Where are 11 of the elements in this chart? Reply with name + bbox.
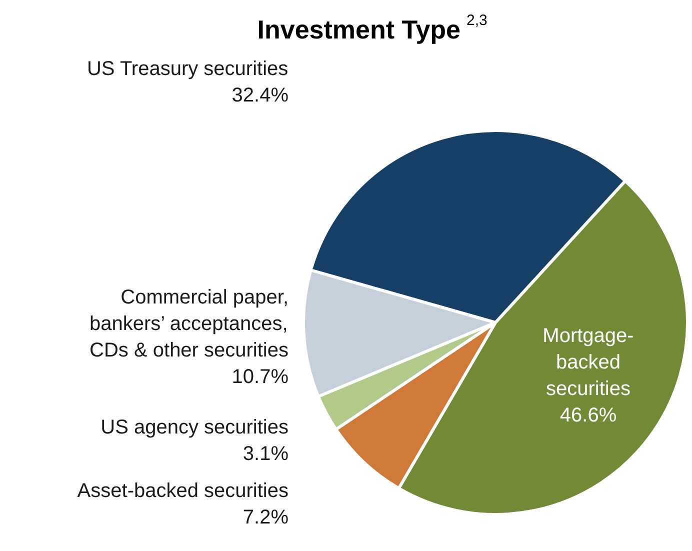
slice-label: US agency securities: [100, 416, 289, 438]
data-label: 32.4%: [232, 84, 289, 107]
data-label: 3.1%: [242, 442, 289, 465]
slice-label: Mortgage- backed securities: [542, 325, 634, 400]
chart-title: Investment Type 2,3: [257, 12, 488, 44]
slice-label: US Treasury securities: [86, 58, 288, 80]
data-label: 46.6%: [560, 404, 617, 426]
slice-label: Commercial paper, bankers’ acceptances, CDs & other securities: [89, 286, 289, 362]
data-label: 10.7%: [232, 366, 289, 388]
slice-label: Asset-backed securities: [77, 480, 288, 502]
data-label: 7.2%: [242, 506, 289, 529]
